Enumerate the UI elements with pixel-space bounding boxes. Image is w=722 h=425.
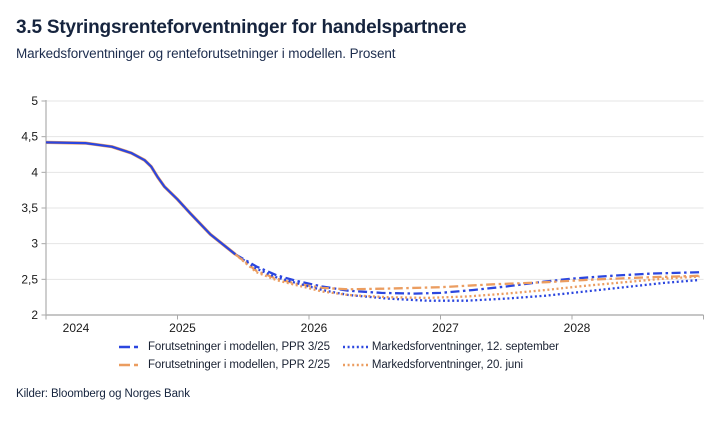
source-caption: Kilder: Bloomberg og Norges Bank (16, 388, 190, 400)
chart-legend: Forutsetninger i modellen, PPR 3/25 Mark… (118, 341, 559, 371)
svg-text:3: 3 (31, 237, 38, 251)
svg-text:2025: 2025 (169, 321, 196, 335)
svg-text:3,5: 3,5 (21, 201, 38, 215)
chart-title: 3.5 Styringsrenteforventninger for hande… (16, 17, 467, 38)
line-swatch-orange-dotted-icon (342, 363, 368, 367)
legend-item-ppr-3-25: Forutsetninger i modellen, PPR 3/25 (118, 341, 330, 353)
svg-text:4: 4 (31, 165, 38, 179)
svg-text:2,5: 2,5 (21, 272, 38, 286)
legend-item-12-september: Markedsforventninger, 12. september (342, 341, 559, 353)
svg-text:2027: 2027 (432, 321, 459, 335)
legend-item-ppr-2-25: Forutsetninger i modellen, PPR 2/25 (118, 359, 330, 371)
svg-text:2026: 2026 (301, 321, 328, 335)
chart-subtitle: Markedsforventninger og renteforutsetnin… (16, 46, 396, 61)
legend-label: Forutsetninger i modellen, PPR 3/25 (148, 341, 330, 353)
legend-label: Markedsforventninger, 12. september (371, 341, 559, 353)
legend-label: Markedsforventninger, 20. juni (371, 359, 523, 371)
legend-label: Forutsetninger i modellen, PPR 2/25 (148, 359, 330, 371)
line-swatch-blue-dashed-icon (119, 345, 144, 349)
svg-text:2: 2 (31, 308, 38, 322)
svg-text:2028: 2028 (564, 321, 591, 335)
svg-text:2024: 2024 (63, 321, 90, 335)
svg-text:4,5: 4,5 (21, 130, 38, 144)
legend-item-20-juni: Markedsforventninger, 20. juni (342, 359, 559, 371)
line-swatch-blue-dotted-icon (342, 345, 368, 349)
line-swatch-orange-dashed-icon (119, 363, 144, 367)
svg-text:5: 5 (31, 94, 38, 108)
